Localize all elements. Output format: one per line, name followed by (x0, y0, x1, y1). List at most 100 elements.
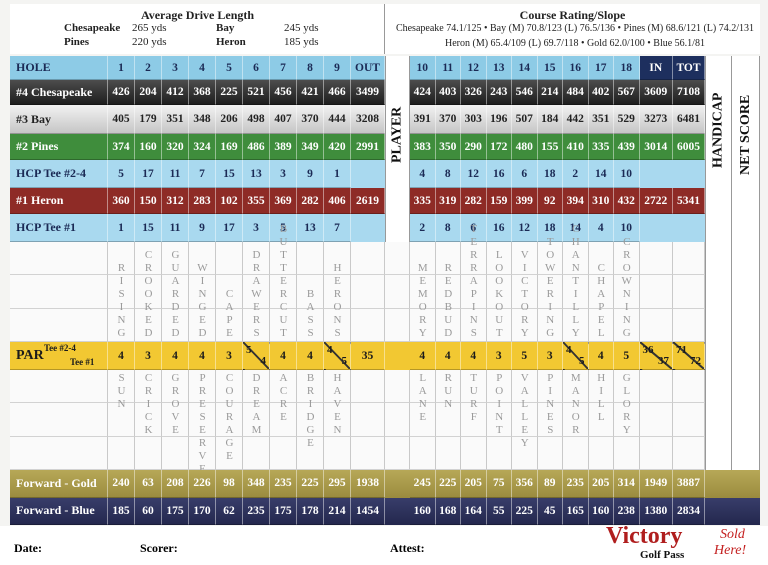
grid-cell (673, 308, 705, 342)
grid-cell (108, 403, 135, 437)
par-bottom: 5 (579, 355, 585, 367)
split-cell: 71 72 (673, 342, 705, 370)
grid-cell (410, 370, 436, 404)
grid-cell (135, 370, 162, 404)
side-header: HANDICAP (710, 92, 726, 168)
grid-cell (537, 275, 563, 309)
cell: 480 (512, 134, 538, 160)
hole-name: MANOR (569, 372, 582, 437)
cell: 9 (297, 160, 324, 188)
par-top: 71 (676, 344, 687, 356)
cell: 243 (486, 80, 512, 105)
grid-cell (135, 436, 162, 470)
grid-cell (324, 403, 351, 437)
cell: 402 (588, 80, 614, 105)
grid-cell (461, 403, 487, 437)
cell: 4 (410, 160, 436, 188)
cell: 324 (189, 134, 216, 160)
hole-name: BASS (304, 288, 317, 340)
grid-cell (10, 242, 108, 276)
cell: 2 (563, 160, 589, 188)
cell: 238 (614, 497, 640, 525)
rating-title: Course Rating/Slope (519, 8, 626, 22)
cell: 9 (324, 56, 351, 80)
row-bg (10, 134, 385, 160)
cell: 165 (563, 497, 589, 525)
row-bg (410, 80, 705, 105)
hole-name: REDBUD (442, 262, 455, 340)
grid-cell (537, 436, 563, 470)
hole-name: VICTORY (518, 249, 531, 340)
hole-name: POINT (493, 372, 506, 437)
grid-cell (189, 436, 216, 470)
grid-cell (486, 436, 512, 470)
grid-cell (351, 403, 385, 437)
hole-name: CHAPEL (595, 262, 608, 340)
cell: 2834 (673, 497, 705, 525)
footer-label: Scorer: (140, 541, 178, 555)
cell: 412 (162, 80, 189, 105)
cell: 319 (435, 188, 461, 214)
grid-cell (512, 436, 538, 470)
cell: 62 (216, 497, 243, 525)
row-bg (410, 160, 705, 188)
hole-name: CHANTILLY (569, 223, 582, 340)
cell: 4 (297, 342, 324, 370)
row-bg (705, 470, 760, 498)
cell: 326 (461, 80, 487, 105)
cell: 1 (108, 56, 135, 80)
hole-name: TOWERING (544, 236, 557, 340)
row-bg (410, 470, 705, 498)
row-bg (385, 342, 410, 370)
grid-cell (385, 403, 410, 437)
cell: 17 (216, 214, 243, 242)
hole-name: BRIDGE (304, 372, 317, 450)
cell: 5 (216, 56, 243, 80)
handicap-col (705, 56, 732, 470)
grid-cell (135, 403, 162, 437)
cell: 3273 (639, 105, 673, 134)
grid-cell (410, 403, 436, 437)
row-label: Forward - Blue (10, 497, 108, 525)
grid-cell (435, 403, 461, 437)
hole-name: DREAM (250, 372, 263, 437)
cell: 205 (588, 470, 614, 498)
grid-cell (537, 308, 563, 342)
hole-name: WINGED (196, 262, 209, 340)
row-bg (385, 497, 410, 525)
cell: 529 (614, 105, 640, 134)
cell: 11 (162, 214, 189, 242)
cell: 3014 (639, 134, 673, 160)
grid-cell (673, 403, 705, 437)
grid-cell (537, 403, 563, 437)
cell: 18 (614, 56, 640, 80)
cell: IN (639, 56, 673, 80)
rating-line: Heron (M) 65.4/109 (L) 69.7/118 • Gold 6… (445, 38, 705, 49)
cell: 16 (486, 214, 512, 242)
grid-cell (270, 308, 297, 342)
grid-cell (243, 436, 270, 470)
grid-cell (108, 275, 135, 309)
grid-cell (410, 275, 436, 309)
cell: 8 (435, 160, 461, 188)
hole-name: GUARDED (169, 249, 182, 340)
cell: 235 (270, 470, 297, 498)
hole-name: CROOKED (142, 249, 155, 340)
hole-name: TURF (467, 372, 480, 424)
cell: 5 (512, 342, 538, 370)
grid-cell (486, 242, 512, 276)
row-label: HOLE (10, 56, 108, 80)
cell: 12 (512, 214, 538, 242)
row-bg (410, 105, 705, 134)
hole-name: HERONS (331, 262, 344, 340)
cell: 89 (537, 470, 563, 498)
cell: 16 (563, 56, 589, 80)
grid-cell (108, 308, 135, 342)
cell: 424 (410, 80, 436, 105)
cell: 13 (297, 214, 324, 242)
grid-cell (135, 242, 162, 276)
cell: 14 (588, 160, 614, 188)
cell: 407 (270, 105, 297, 134)
grid-cell (162, 436, 189, 470)
cell: 164 (461, 497, 487, 525)
